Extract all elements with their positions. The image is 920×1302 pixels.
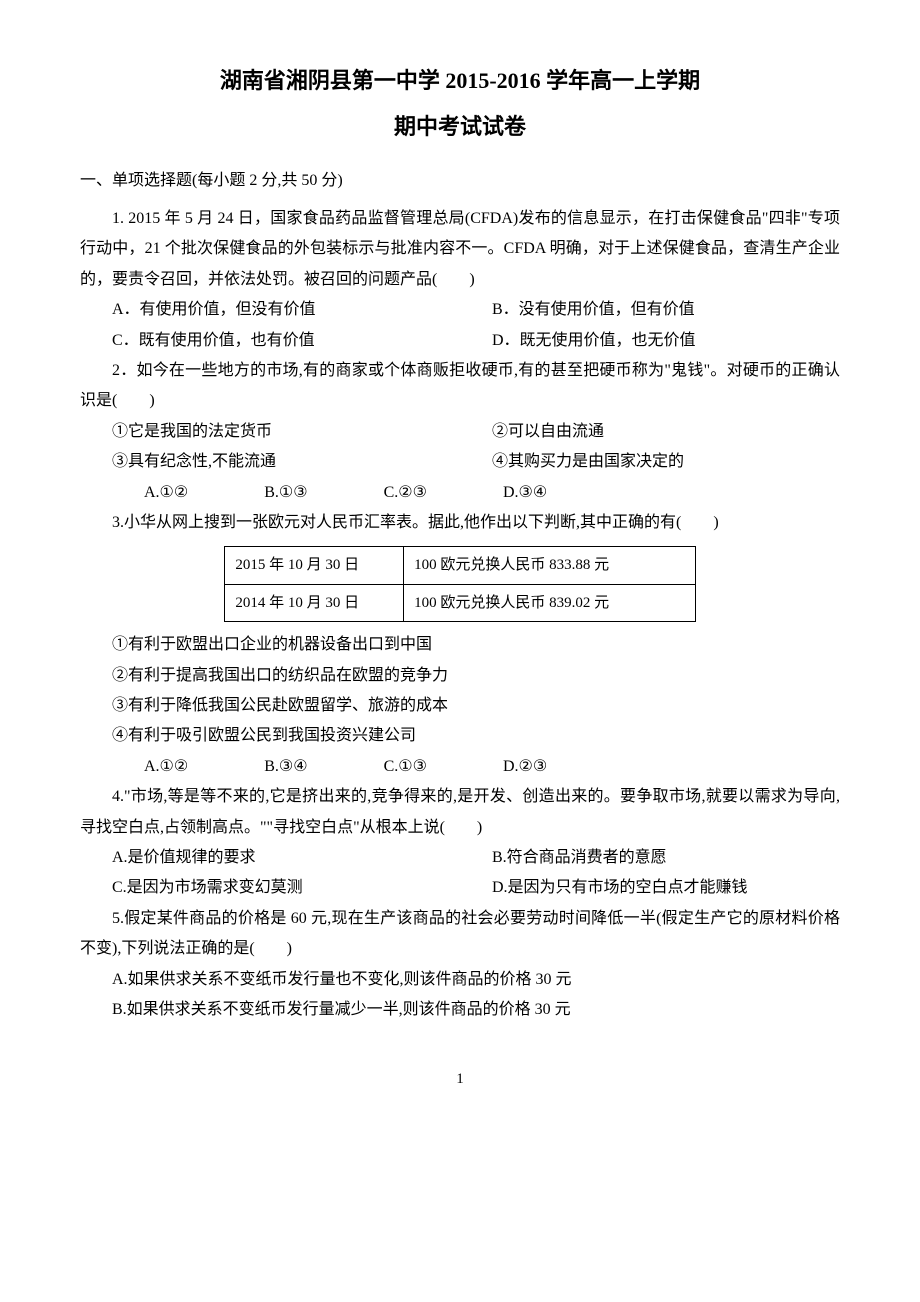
q3-option-d: D.②③ <box>471 752 547 782</box>
table-cell-date2: 2014 年 10 月 30 日 <box>225 584 404 622</box>
q2-stmt-2: ②可以自由流通 <box>460 417 840 447</box>
q3-option-a: A.①② <box>112 752 188 782</box>
q4-option-a: A.是价值规律的要求 <box>80 843 460 873</box>
q2-option-d: D.③④ <box>471 478 547 508</box>
question-1-text: 1. 2015 年 5 月 24 日，国家食品药品监督管理总局(CFDA)发布的… <box>80 204 840 295</box>
table-cell-rate2: 100 欧元兑换人民币 839.02 元 <box>404 584 696 622</box>
question-1-options-row1: A．有使用价值，但没有价值 B．没有使用价值，但有价值 <box>80 295 840 325</box>
table-row: 2015 年 10 月 30 日 100 欧元兑换人民币 833.88 元 <box>225 547 695 585</box>
q1-option-a: A．有使用价值，但没有价值 <box>80 295 460 325</box>
q2-option-b: B.①③ <box>232 478 307 508</box>
q3-stmt-2: ②有利于提高我国出口的纺织品在欧盟的竞争力 <box>80 661 840 691</box>
section-header: 一、单项选择题(每小题 2 分,共 50 分) <box>80 166 840 196</box>
question-5-text: 5.假定某件商品的价格是 60 元,现在生产该商品的社会必要劳动时间降低一半(假… <box>80 904 840 965</box>
q1-option-c: C．既有使用价值，也有价值 <box>80 326 460 356</box>
q5-option-a: A.如果供求关系不变纸币发行量也不变化,则该件商品的价格 30 元 <box>80 965 840 995</box>
table-cell-date1: 2015 年 10 月 30 日 <box>225 547 404 585</box>
document-title-line1: 湖南省湘阴县第一中学 2015-2016 学年高一上学期 <box>80 60 840 102</box>
q2-stmt-4: ④其购买力是由国家决定的 <box>460 447 840 477</box>
table-cell-rate1: 100 欧元兑换人民币 833.88 元 <box>404 547 696 585</box>
question-2-text: 2．如今在一些地方的市场,有的商家或个体商贩拒收硬币,有的甚至把硬币称为"鬼钱"… <box>80 356 840 417</box>
question-4-options-row1: A.是价值规律的要求 B.符合商品消费者的意愿 <box>80 843 840 873</box>
q2-stmt-3: ③具有纪念性,不能流通 <box>80 447 460 477</box>
q2-option-a: A.①② <box>112 478 188 508</box>
q1-option-b: B．没有使用价值，但有价值 <box>460 295 840 325</box>
question-4-options-row2: C.是因为市场需求变幻莫测 D.是因为只有市场的空白点才能赚钱 <box>80 873 840 903</box>
document-title-line2: 期中考试试卷 <box>80 106 840 148</box>
q3-stmt-4: ④有利于吸引欧盟公民到我国投资兴建公司 <box>80 721 840 751</box>
table-row: 2014 年 10 月 30 日 100 欧元兑换人民币 839.02 元 <box>225 584 695 622</box>
q3-option-c: C.①③ <box>352 752 427 782</box>
q3-stmt-1: ①有利于欧盟出口企业的机器设备出口到中国 <box>80 630 840 660</box>
q1-option-d: D．既无使用价值，也无价值 <box>460 326 840 356</box>
q2-option-c: C.②③ <box>352 478 427 508</box>
question-3-text: 3.小华从网上搜到一张欧元对人民币汇率表。据此,他作出以下判断,其中正确的有( … <box>80 508 840 538</box>
q4-option-d: D.是因为只有市场的空白点才能赚钱 <box>460 873 840 903</box>
q4-option-b: B.符合商品消费者的意愿 <box>460 843 840 873</box>
q4-option-c: C.是因为市场需求变幻莫测 <box>80 873 460 903</box>
q3-exchange-rate-table: 2015 年 10 月 30 日 100 欧元兑换人民币 833.88 元 20… <box>224 546 695 622</box>
question-2-options: A.①② B.①③ C.②③ D.③④ <box>80 478 840 508</box>
question-3-options: A.①② B.③④ C.①③ D.②③ <box>80 752 840 782</box>
question-4-text: 4."市场,等是等不来的,它是挤出来的,竞争得来的,是开发、创造出来的。要争取市… <box>80 782 840 843</box>
question-2-stmts-row2: ③具有纪念性,不能流通 ④其购买力是由国家决定的 <box>80 447 840 477</box>
page-number: 1 <box>80 1065 840 1094</box>
q3-stmt-3: ③有利于降低我国公民赴欧盟留学、旅游的成本 <box>80 691 840 721</box>
q2-stmt-1: ①它是我国的法定货币 <box>80 417 460 447</box>
q3-option-b: B.③④ <box>232 752 307 782</box>
question-1-options-row2: C．既有使用价值，也有价值 D．既无使用价值，也无价值 <box>80 326 840 356</box>
question-2-stmts-row1: ①它是我国的法定货币 ②可以自由流通 <box>80 417 840 447</box>
q5-option-b: B.如果供求关系不变纸币发行量减少一半,则该件商品的价格 30 元 <box>80 995 840 1025</box>
